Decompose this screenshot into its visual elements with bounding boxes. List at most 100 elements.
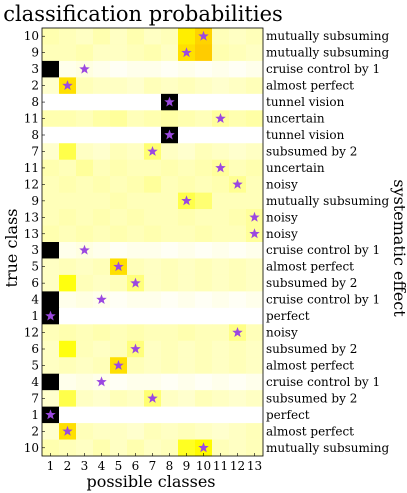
heatmap-cell	[42, 176, 60, 194]
heatmap-cell	[93, 423, 111, 440]
x-tick-label: 11	[213, 459, 228, 473]
effect-label: mutually subsuming	[266, 441, 389, 455]
true-class-star-marker	[147, 392, 158, 403]
heatmap-cell	[144, 406, 162, 424]
heatmap-cell	[59, 225, 77, 243]
heatmap-cell	[229, 192, 247, 210]
heatmap-cell	[76, 357, 94, 375]
heatmap-cell	[127, 390, 145, 408]
heatmap-cell	[59, 439, 77, 457]
heatmap-cell	[127, 307, 145, 325]
heatmap-cell	[42, 110, 60, 128]
heatmap-cell	[127, 439, 145, 457]
heatmap-cell	[42, 28, 60, 45]
heatmap-cell	[229, 274, 247, 292]
x-tick-label: 4	[98, 459, 106, 473]
heatmap-cell	[42, 390, 60, 408]
true-class-star-marker	[79, 244, 90, 255]
heatmap-cell	[212, 406, 230, 424]
heatmap-cell	[178, 291, 196, 309]
heatmap-cell	[110, 242, 128, 259]
heatmap-cell	[127, 291, 145, 309]
heatmap-cell	[144, 28, 162, 45]
x-tick-label: 2	[64, 459, 72, 473]
heatmap-cell	[178, 60, 196, 78]
heatmap-cell	[144, 439, 162, 457]
y-tick-label: 1	[31, 408, 39, 422]
effect-label: cruise control by 1	[266, 293, 380, 307]
heatmap-cell	[42, 60, 60, 78]
heatmap-cell	[76, 439, 94, 457]
heatmap-cell	[246, 143, 264, 161]
heatmap-cell	[161, 274, 179, 292]
heatmap-cell	[161, 143, 179, 161]
heatmap-cell	[110, 77, 128, 95]
heatmap-cell	[195, 242, 213, 259]
heatmap-cell	[127, 77, 145, 95]
heatmap-cell	[93, 406, 111, 424]
heatmap-cell	[246, 60, 264, 78]
heatmap-cell	[93, 258, 111, 276]
heatmap-cell	[110, 291, 128, 309]
heatmap-cell	[246, 126, 264, 144]
heatmap-cell	[246, 77, 264, 95]
heatmap-cell	[246, 439, 264, 457]
heatmap-cell	[76, 258, 94, 276]
heatmap-cell	[127, 60, 145, 78]
true-class-star-marker	[232, 327, 243, 337]
heatmap-cell	[212, 77, 230, 95]
heatmap-cell	[161, 28, 179, 45]
heatmap-cell	[178, 159, 196, 177]
heatmap-cell	[229, 373, 247, 391]
x-tick-label: 10	[196, 459, 211, 473]
true-class-star-marker	[249, 228, 260, 239]
heatmap-cell	[110, 340, 128, 358]
heatmap-cell	[76, 291, 94, 309]
heatmap-cell	[229, 225, 247, 243]
true-class-star-marker	[113, 359, 124, 370]
heatmap-cell	[195, 274, 213, 292]
y-tick-label: 7	[31, 144, 39, 158]
heatmap-cell	[59, 159, 77, 177]
heatmap-cell	[59, 390, 77, 408]
heatmap-cell	[76, 176, 94, 194]
heatmap-cell	[76, 77, 94, 95]
heatmap-cell	[144, 307, 162, 325]
heatmap-cell	[246, 373, 264, 391]
heatmap-cell	[229, 340, 247, 358]
heatmap-cell	[195, 357, 213, 375]
heatmap-cell	[144, 423, 162, 440]
effect-label: almost perfect	[266, 260, 354, 274]
true-class-markers	[45, 30, 260, 453]
heatmap-cell	[110, 373, 128, 391]
x-axis-ticks: 1 2 3 4 5 6 7 8 9 10 11 12 13	[47, 453, 262, 473]
heatmap-cell	[212, 258, 230, 276]
true-class-star-marker	[130, 277, 141, 288]
true-class-star-marker	[249, 211, 260, 222]
heatmap-cell	[59, 143, 77, 161]
true-class-star-marker	[198, 442, 209, 453]
chart-title: classification probabilities	[3, 2, 283, 26]
heatmap-cell	[127, 258, 145, 276]
heatmap-cell	[144, 159, 162, 177]
heatmap-cell	[212, 242, 230, 259]
heatmap-cell	[212, 176, 230, 194]
true-class-star-marker	[79, 63, 90, 74]
x-tick-label: 1	[47, 459, 55, 473]
true-class-star-marker	[45, 310, 56, 321]
y-tick-label: 2	[31, 79, 39, 93]
heatmap-cell	[42, 373, 60, 391]
heatmap-cell	[93, 209, 111, 226]
heatmap-cell	[229, 143, 247, 161]
heatmap-cell	[212, 126, 230, 144]
y-tick-label: 7	[31, 391, 39, 405]
heatmap-cell	[229, 291, 247, 309]
heatmap-cell	[42, 192, 60, 210]
heatmap-cell	[110, 225, 128, 243]
heatmap-cell	[195, 340, 213, 358]
heatmap-cell	[42, 209, 60, 226]
heatmap-cell	[229, 110, 247, 128]
heatmap-cell	[42, 159, 60, 177]
heatmap-cell	[93, 274, 111, 292]
